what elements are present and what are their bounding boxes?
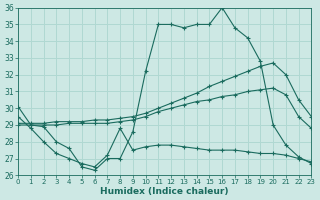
X-axis label: Humidex (Indice chaleur): Humidex (Indice chaleur) — [100, 187, 229, 196]
